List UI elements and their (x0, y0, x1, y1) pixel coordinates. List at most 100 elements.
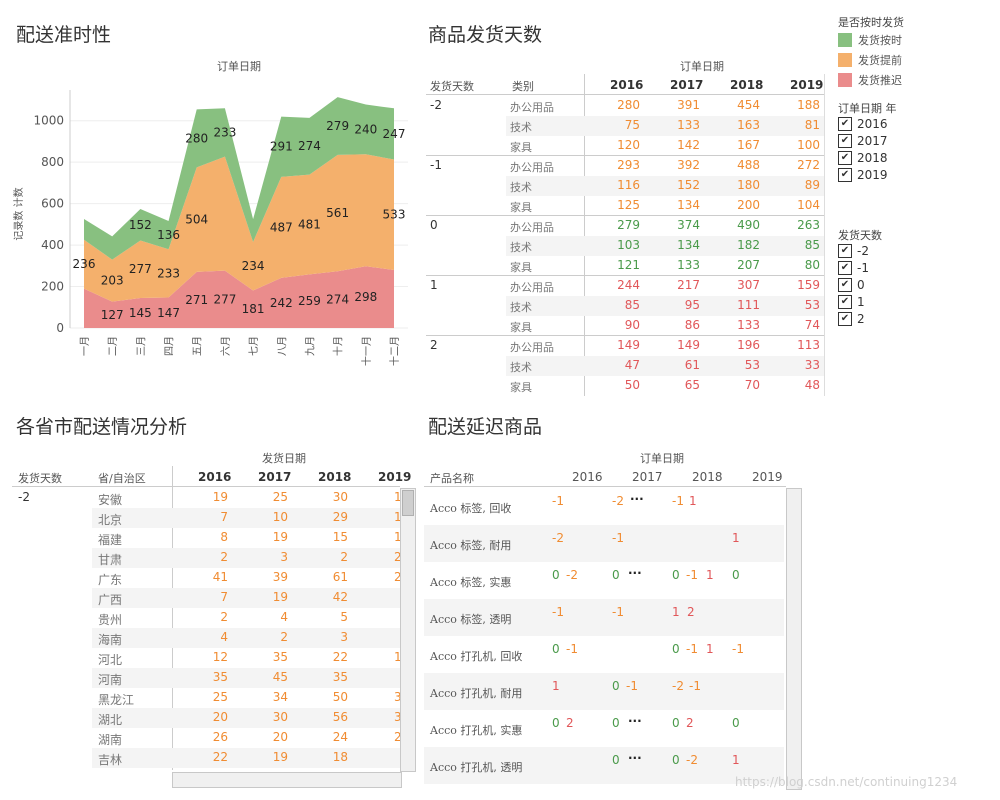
value-cell: 8 (220, 530, 228, 544)
delay-value: 2 (566, 716, 574, 730)
value-cell: 26 (212, 730, 228, 744)
filter-option[interactable]: ✔ -1 (838, 261, 869, 275)
product-name: Acco 打孔机, 耐用 (430, 687, 523, 700)
filter-option[interactable]: ✔ 2017 (838, 134, 888, 148)
province-vertical-scrollbar[interactable] (400, 488, 416, 772)
checkbox[interactable]: ✔ (838, 134, 852, 148)
data-label: 147 (157, 306, 180, 320)
delayed-vertical-scrollbar[interactable] (786, 488, 802, 790)
filter-option[interactable]: ✔ 2019 (838, 168, 888, 182)
column-title: 订单日期 (640, 452, 684, 465)
delay-value: 1 (672, 605, 680, 619)
province-label: 河南 (98, 673, 123, 687)
row-shade (506, 236, 824, 256)
province-horizontal-scrollbar[interactable] (172, 772, 402, 788)
filter-option[interactable]: ✔ 1 (838, 295, 865, 309)
year-header: 2016 (572, 470, 603, 484)
legend-label: 发货推迟 (858, 74, 902, 87)
value-cell: 19 (272, 530, 288, 544)
data-label: 533 (383, 208, 406, 222)
group-separator (426, 335, 824, 336)
checkbox[interactable]: ✔ (838, 261, 852, 275)
row-header-days: 发货天数 (18, 472, 62, 485)
category-label: 家具 (510, 201, 532, 214)
row-shade (92, 628, 400, 648)
value-cell: 20 (272, 730, 288, 744)
separator (426, 94, 824, 95)
filter-option[interactable]: ✔ 2016 (838, 117, 888, 131)
value-cell: 30 (332, 490, 348, 504)
x-tick-label: 七月 (248, 336, 260, 356)
province-title: 各省市配送情况分析 (16, 416, 188, 438)
y-tick-label: 0 (56, 321, 64, 335)
province-label: 黑龙江 (98, 693, 135, 707)
year-header: 2018 (730, 78, 764, 92)
value-cell: 391 (677, 98, 700, 112)
province-label: 海南 (98, 633, 123, 647)
value-cell: 20 (212, 710, 228, 724)
product-name: Acco 标签, 透明 (430, 613, 512, 626)
category-label: 家具 (510, 261, 532, 274)
data-label: 247 (383, 127, 406, 141)
delay-value: -2 (566, 568, 578, 582)
value-cell: 10 (272, 510, 288, 524)
value-cell: 392 (677, 158, 700, 172)
checkbox[interactable]: ✔ (838, 244, 852, 258)
chart-title: 订单日期 (217, 60, 261, 73)
day-label: 1 (430, 278, 438, 292)
delay-value: ··· (630, 492, 644, 506)
category-label: 技术 (510, 121, 532, 134)
delay-value: 0 (552, 568, 560, 582)
delay-value: ··· (628, 751, 642, 765)
value-cell: 50 (624, 378, 640, 392)
value-cell: 134 (677, 238, 700, 252)
product-row: Acco 标签, 实惠 0 -2 0 ··· 0 -1 1 0 (424, 562, 784, 599)
value-cell: 3 (394, 710, 400, 724)
delay-value: 0 (732, 568, 740, 582)
delay-value: -1 (612, 605, 624, 619)
x-tick-label: 八月 (276, 336, 288, 356)
checkbox[interactable]: ✔ (838, 295, 852, 309)
value-cell: 2 (220, 610, 228, 624)
checkbox[interactable]: ✔ (838, 278, 852, 292)
data-label: 233 (157, 266, 180, 280)
separator (584, 74, 585, 396)
province-label: 甘肃 (98, 553, 123, 567)
value-cell: 34 (272, 690, 288, 704)
delay-value: -1 (672, 494, 684, 508)
checkbox[interactable]: ✔ (838, 168, 852, 182)
filter-option[interactable]: ✔ -2 (838, 244, 869, 258)
x-tick-label: 十二月 (388, 336, 401, 366)
product-name: Acco 标签, 耐用 (430, 539, 512, 552)
legend-label: 发货按时 (858, 34, 902, 47)
province-scrollbar-thumb[interactable] (402, 490, 414, 516)
category-label: 技术 (510, 181, 532, 194)
legend-item: 发货按时 (838, 32, 902, 48)
delay-value: 1 (706, 568, 714, 582)
value-cell: 121 (617, 258, 640, 272)
value-cell: 103 (617, 238, 640, 252)
value-cell: 50 (332, 690, 348, 704)
value-cell: 133 (737, 318, 760, 332)
year-header: 2016 (198, 470, 232, 484)
value-cell: 1 (394, 490, 400, 504)
checkbox[interactable]: ✔ (838, 312, 852, 326)
data-label: 280 (185, 131, 208, 145)
legend-item: 发货推迟 (838, 72, 902, 88)
x-tick-label: 六月 (220, 336, 232, 356)
row-shade (92, 708, 400, 728)
checkbox[interactable]: ✔ (838, 151, 852, 165)
value-cell: 24 (332, 730, 348, 744)
filter-option[interactable]: ✔ 2 (838, 312, 865, 326)
value-cell: 142 (677, 138, 700, 152)
value-cell: 104 (797, 198, 820, 212)
row-header-category: 类别 (512, 80, 534, 93)
y-tick-label: 200 (41, 280, 64, 294)
filter-option[interactable]: ✔ 2018 (838, 151, 888, 165)
year-header: 2017 (632, 470, 663, 484)
checkbox[interactable]: ✔ (838, 117, 852, 131)
value-cell: 35 (332, 670, 348, 684)
value-cell: 3 (340, 630, 348, 644)
delay-value: -1 (686, 568, 698, 582)
filter-option[interactable]: ✔ 0 (838, 278, 865, 292)
